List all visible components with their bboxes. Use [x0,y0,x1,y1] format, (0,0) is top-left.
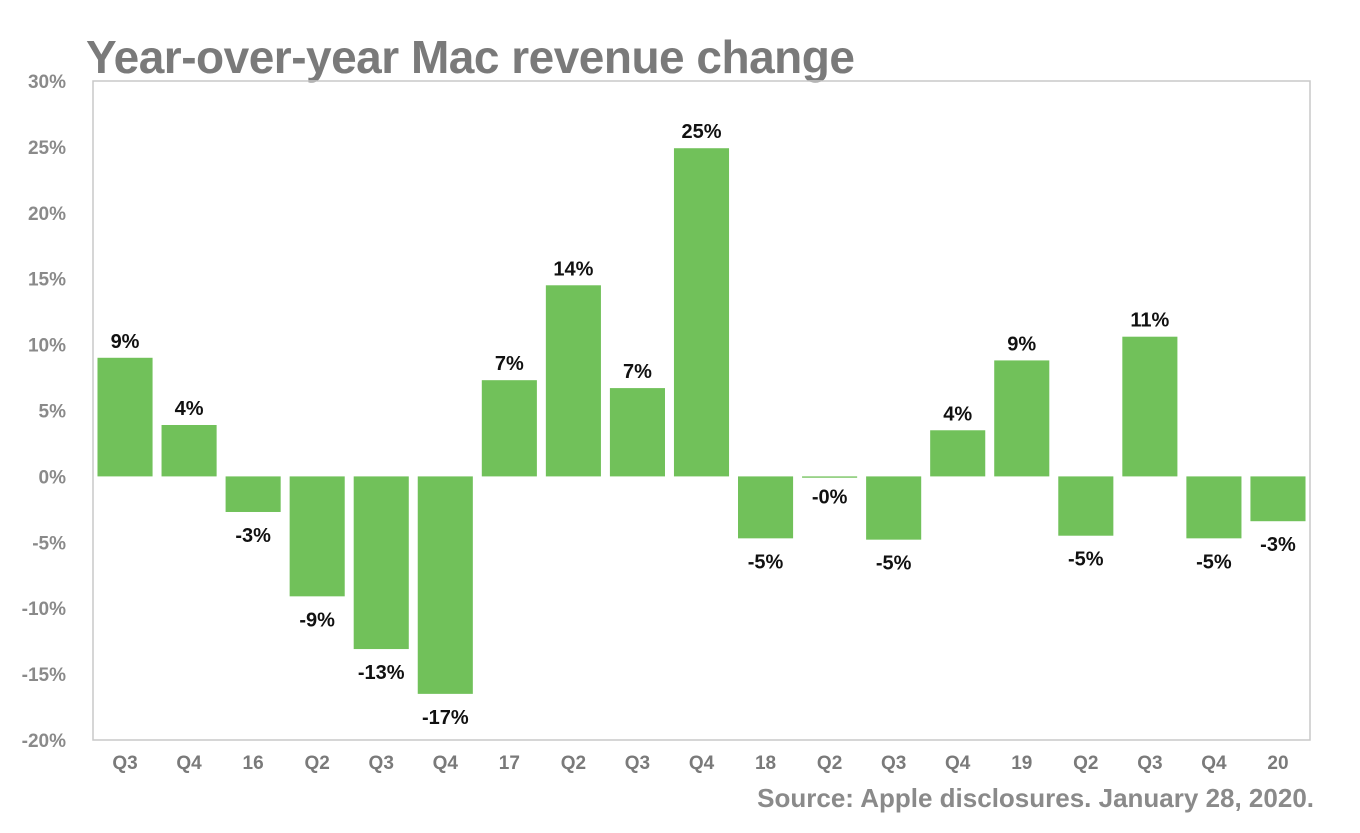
x-tick-label: Q4 [433,753,459,774]
bar [417,476,473,694]
data-label: 4% [175,398,204,420]
bar [161,424,217,477]
bar [994,360,1050,477]
x-tick-label: 16 [243,753,264,774]
data-label: 9% [111,331,140,353]
data-label: -0% [812,486,848,508]
x-tick-label: Q3 [112,753,137,774]
x-tick-label: Q3 [625,753,650,774]
x-tick-label: 17 [499,753,520,774]
bar [481,380,537,477]
data-label: 7% [495,353,524,375]
bar [1122,336,1178,477]
data-label: -9% [299,609,335,631]
bar [1058,476,1114,536]
x-tick-label: Q3 [881,753,906,774]
x-tick-label: Q3 [1137,753,1162,774]
x-tick-label: 19 [1011,753,1032,774]
x-tick-label: 18 [755,753,776,774]
source-note: Source: Apple disclosures. January 28, 2… [757,783,1314,813]
data-label: -17% [422,707,469,729]
y-tick-label: 5% [39,402,67,423]
bar [1186,476,1242,539]
x-tick-label: 20 [1267,753,1288,774]
data-labels: 9% 4% -3% -9% -13% -17% 7% 14% 7% 25% -5% -0% -5% 4% 9… [111,121,1296,729]
y-tick-label: 30% [28,72,66,93]
chart-title: Year-over-year Mac revenue change [86,31,855,83]
x-tick-label: Q4 [945,753,971,774]
bar [225,476,281,512]
x-tick-label: Q2 [817,753,842,774]
bar [930,430,986,477]
plot-frame [92,80,1311,741]
y-tick-label: 0% [39,467,67,488]
y-tick-label: 15% [28,270,66,291]
data-label: -5% [1068,549,1104,571]
y-tick-label: -10% [22,599,66,620]
bar [802,476,858,478]
data-label: 25% [681,121,721,143]
y-tick-label: -15% [22,665,66,686]
data-label: -5% [1196,551,1232,573]
y-tick-label: -5% [32,533,66,554]
x-tick-label: Q2 [305,753,330,774]
data-label: -3% [235,525,271,547]
bar [866,476,922,540]
bar [97,357,153,477]
bar [545,285,601,477]
x-tick-label: Q2 [1073,753,1098,774]
bar [289,476,345,597]
data-label: -3% [1260,534,1296,556]
bar [609,388,665,477]
bar [738,476,794,539]
x-tick-label: Q4 [689,753,715,774]
y-tick-label: 10% [28,336,66,357]
x-tick-label: Q4 [176,753,202,774]
x-tick-label: Q3 [369,753,394,774]
data-label: 4% [943,403,972,425]
y-tick-label: -20% [22,731,66,752]
bar [673,148,730,477]
x-axis-ticks: Q3 Q4 16 Q2 Q3 Q4 17 Q2 Q3 Q4 18 Q2 Q3 Q4 19 Q2 Q3 Q4 20 [112,753,1288,774]
data-label: 11% [1130,310,1169,332]
bar [353,476,409,650]
data-label: 9% [1007,333,1036,355]
data-label: 14% [553,258,593,280]
y-tick-label: 20% [28,204,66,225]
bars [97,148,1306,694]
x-tick-label: Q4 [1201,753,1227,774]
data-label: -13% [358,662,405,684]
data-label: 7% [623,361,652,383]
bar [1250,476,1306,522]
data-label: -5% [876,553,912,575]
x-tick-label: Q2 [561,753,586,774]
y-tick-label: 25% [28,138,66,159]
y-axis-ticks: 30% 25% 20% 15% 10% 5% 0% -5% -10% -15% -20% [22,72,66,752]
data-label: -5% [748,551,784,573]
